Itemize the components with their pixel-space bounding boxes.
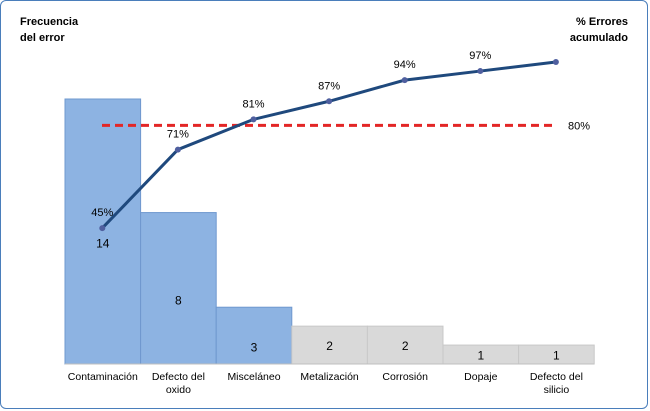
- cumulative-label: 97%: [469, 50, 491, 62]
- bar-value-label: 14: [96, 237, 110, 251]
- bar-value-labels: 14 8 3 2 2 1 1: [96, 237, 560, 363]
- category-label: Corrosión: [382, 371, 428, 383]
- cumulative-markers: [99, 59, 559, 232]
- category-label: Metalización: [300, 371, 359, 383]
- bar: [291, 325, 368, 365]
- cumulative-marker: [477, 68, 484, 75]
- cumulative-label: 71%: [167, 129, 189, 141]
- bar: [215, 306, 293, 365]
- cumulative-marker: [552, 59, 559, 65]
- left-axis-title: Frecuencia del error: [20, 16, 79, 44]
- cumulative-marker: [401, 77, 408, 84]
- category-label: Misceláneo: [227, 371, 280, 383]
- cumulative-label: 87%: [318, 80, 340, 92]
- cumulative-marker: [250, 116, 257, 123]
- bar-value-label: 3: [251, 341, 258, 355]
- cumulative-marker: [326, 98, 333, 105]
- cumulative-label: 45%: [91, 207, 113, 219]
- category-label: Defecto del: [152, 371, 205, 383]
- bar-value-label: 2: [402, 339, 409, 353]
- category-label: silicio: [544, 384, 570, 396]
- cumulative-marker: [99, 225, 106, 232]
- bar-value-label: 2: [326, 339, 333, 353]
- right-axis-title: % Errores acumulado: [570, 16, 628, 44]
- left-axis-title-line: del error: [20, 32, 65, 44]
- bars: [64, 98, 595, 365]
- cumulative-label: 94%: [394, 59, 416, 71]
- category-label: Dopaje: [464, 371, 497, 383]
- right-axis-title-line: acumulado: [570, 32, 628, 44]
- bar: [140, 212, 217, 365]
- category-label: Contaminación: [68, 371, 138, 383]
- cumulative-marker: [174, 146, 181, 153]
- cumulative-label: 81%: [242, 98, 264, 110]
- left-axis-title-line: Frecuencia: [20, 16, 79, 28]
- threshold-label: 80%: [568, 120, 590, 132]
- bar-value-label: 1: [553, 349, 560, 363]
- right-axis-title-line: % Errores: [576, 16, 628, 28]
- bar-value-label: 8: [175, 293, 182, 307]
- bar: [366, 325, 444, 365]
- category-label: oxido: [166, 384, 191, 396]
- bar-value-label: 1: [477, 349, 484, 363]
- bar: [64, 98, 142, 365]
- cumulative-labels: 45% 71% 81% 87% 94% 97%: [91, 50, 491, 219]
- category-label: Defecto del: [530, 371, 583, 383]
